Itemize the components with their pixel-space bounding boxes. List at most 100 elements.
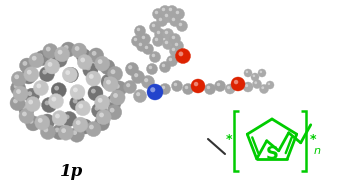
Circle shape [170, 33, 181, 44]
Circle shape [107, 66, 122, 81]
Circle shape [41, 98, 57, 112]
Circle shape [154, 29, 166, 40]
Circle shape [165, 41, 168, 44]
Circle shape [259, 84, 269, 94]
Text: *: * [226, 132, 232, 146]
Circle shape [48, 62, 52, 67]
Circle shape [175, 49, 190, 64]
Circle shape [253, 80, 261, 88]
Circle shape [245, 71, 248, 73]
Circle shape [64, 45, 69, 50]
Circle shape [172, 36, 175, 39]
Circle shape [77, 55, 92, 70]
Circle shape [25, 97, 40, 112]
Circle shape [244, 69, 252, 77]
Circle shape [98, 59, 102, 64]
Circle shape [104, 77, 109, 82]
Circle shape [79, 52, 84, 57]
Circle shape [91, 89, 96, 94]
Circle shape [24, 88, 39, 103]
Circle shape [52, 111, 67, 126]
Circle shape [169, 8, 172, 11]
Circle shape [46, 47, 51, 51]
Text: n: n [314, 146, 321, 156]
Circle shape [62, 112, 77, 126]
Circle shape [43, 117, 48, 122]
Circle shape [19, 102, 34, 117]
Circle shape [40, 125, 55, 139]
Circle shape [36, 84, 41, 88]
Circle shape [245, 84, 248, 87]
Circle shape [106, 95, 121, 110]
Circle shape [66, 70, 71, 75]
Circle shape [260, 71, 262, 73]
Circle shape [101, 74, 116, 89]
Circle shape [65, 115, 69, 119]
Circle shape [153, 9, 164, 19]
Circle shape [65, 70, 70, 75]
Circle shape [89, 125, 94, 129]
Circle shape [107, 105, 122, 120]
Circle shape [89, 74, 94, 79]
Circle shape [178, 51, 183, 56]
Circle shape [150, 22, 160, 33]
Circle shape [110, 108, 115, 112]
Circle shape [86, 71, 101, 86]
Circle shape [88, 86, 103, 101]
Circle shape [29, 119, 33, 124]
Circle shape [76, 49, 91, 64]
Circle shape [167, 5, 177, 16]
Circle shape [134, 90, 147, 102]
Circle shape [165, 31, 168, 34]
Circle shape [172, 40, 184, 51]
Circle shape [128, 65, 132, 69]
Circle shape [134, 73, 138, 77]
Circle shape [183, 84, 193, 94]
Circle shape [22, 112, 27, 116]
Circle shape [156, 15, 168, 26]
Circle shape [80, 58, 85, 62]
Circle shape [142, 43, 153, 54]
Circle shape [21, 69, 36, 84]
Circle shape [179, 23, 182, 26]
Circle shape [112, 81, 127, 96]
Circle shape [70, 96, 85, 111]
Circle shape [35, 115, 50, 130]
Circle shape [13, 86, 28, 101]
Circle shape [149, 66, 152, 69]
Circle shape [24, 67, 39, 82]
Circle shape [57, 50, 63, 55]
Circle shape [16, 89, 21, 94]
Circle shape [45, 59, 59, 74]
Circle shape [227, 86, 230, 89]
Circle shape [55, 128, 60, 132]
Circle shape [62, 67, 77, 82]
Circle shape [172, 48, 175, 51]
Circle shape [142, 36, 145, 39]
Circle shape [185, 86, 188, 89]
Circle shape [110, 69, 115, 74]
Circle shape [139, 43, 142, 46]
Circle shape [11, 71, 26, 86]
Circle shape [89, 48, 104, 63]
Circle shape [191, 79, 205, 93]
Circle shape [254, 81, 257, 84]
Circle shape [123, 81, 136, 94]
Circle shape [51, 83, 66, 98]
Circle shape [134, 38, 137, 41]
Circle shape [49, 94, 64, 109]
Circle shape [92, 51, 97, 56]
Circle shape [163, 39, 173, 50]
Circle shape [95, 106, 99, 111]
Circle shape [231, 77, 245, 91]
Circle shape [69, 127, 84, 142]
Circle shape [113, 93, 118, 98]
Circle shape [52, 125, 67, 140]
Circle shape [139, 33, 151, 44]
Circle shape [251, 73, 259, 81]
Circle shape [10, 96, 25, 111]
Circle shape [159, 18, 162, 21]
Circle shape [42, 70, 47, 74]
Circle shape [173, 9, 185, 19]
Circle shape [141, 75, 154, 88]
